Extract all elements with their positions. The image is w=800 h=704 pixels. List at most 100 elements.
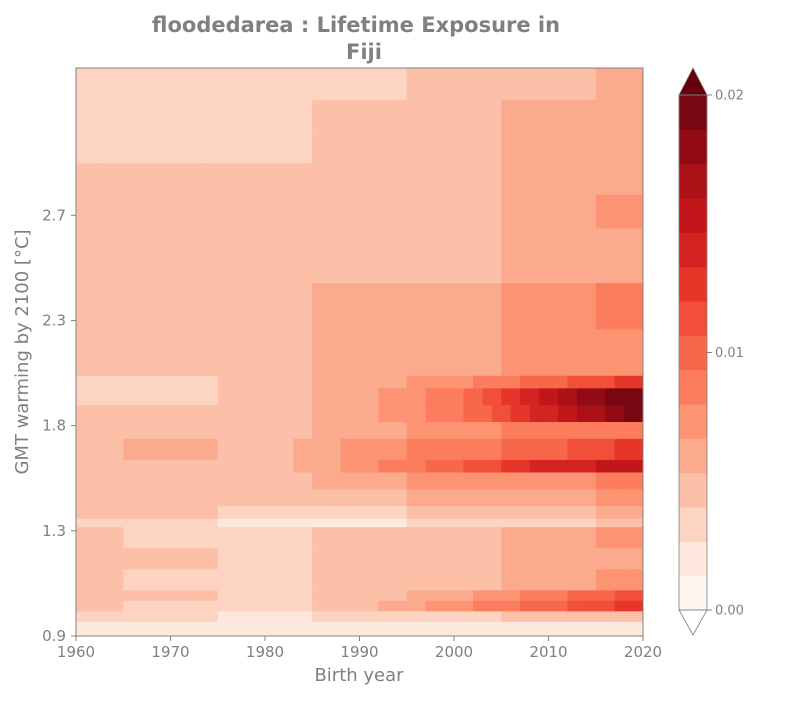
contour-cell <box>454 131 465 164</box>
contour-cell <box>624 621 635 636</box>
contour-cell <box>576 488 588 507</box>
contour-cell <box>142 68 153 101</box>
contour-cell <box>179 526 191 549</box>
contour-cell <box>321 488 332 507</box>
contour-cell <box>605 518 616 528</box>
contour-cell <box>142 375 153 389</box>
contour-cell <box>624 505 635 519</box>
contour-cell <box>85 194 96 229</box>
contour-cell <box>539 99 550 132</box>
contour-cell <box>595 68 606 101</box>
contour-cell <box>161 505 172 519</box>
contour-cell <box>227 303 238 330</box>
contour-cell <box>378 421 389 439</box>
contour-cell <box>567 421 578 439</box>
contour-cell <box>189 488 200 507</box>
contour-cell <box>198 547 210 570</box>
contour-cell <box>340 303 351 330</box>
contour-cell <box>85 99 96 132</box>
contour-cell <box>104 68 115 101</box>
contour-cell <box>633 610 643 622</box>
contour-cell <box>567 68 578 101</box>
contour-cell <box>539 421 550 439</box>
contour-cell <box>633 621 643 636</box>
contour-cell <box>161 547 172 570</box>
contour-cell <box>123 328 134 351</box>
contour-cell <box>614 131 625 164</box>
contour-cell <box>113 131 125 164</box>
contour-cell <box>161 526 172 549</box>
contour-cell <box>472 518 484 528</box>
contour-cell <box>557 518 569 528</box>
contour-cell <box>463 282 474 305</box>
contour-cell <box>208 505 219 519</box>
contour-cell <box>236 505 247 519</box>
contour-cell <box>482 589 493 601</box>
contour-cell <box>529 282 540 305</box>
contour-cell <box>406 505 417 519</box>
contour-cell <box>170 459 181 473</box>
contour-cell <box>491 589 503 601</box>
contour-cell <box>416 227 427 258</box>
contour-cell <box>265 459 276 473</box>
contour-cell <box>595 282 606 305</box>
x-tick-label: 2020 <box>624 643 662 661</box>
contour-cell <box>576 518 588 528</box>
contour-cell <box>520 227 531 258</box>
contour-cell <box>406 526 417 549</box>
contour-cell <box>567 162 578 195</box>
contour-cell <box>387 282 399 305</box>
contour-cell <box>387 387 399 406</box>
contour-cell <box>113 589 125 601</box>
contour-cell <box>132 131 143 164</box>
contour-cell <box>482 438 493 460</box>
contour-cell <box>274 282 285 305</box>
contour-cell <box>576 589 588 601</box>
contour-cell <box>132 282 143 305</box>
contour-cell <box>179 505 191 519</box>
contour-cell <box>94 194 106 229</box>
contour-cell <box>274 547 285 570</box>
contour-cell <box>189 282 200 305</box>
contour-cell <box>454 328 465 351</box>
contour-cell <box>255 162 266 195</box>
contour-cell <box>454 421 465 439</box>
contour-cell <box>520 518 531 528</box>
contour-cell <box>557 600 569 612</box>
contour-cell <box>274 404 285 423</box>
contour-cell <box>350 488 361 507</box>
contour-cell <box>576 421 588 439</box>
contour-cell <box>246 568 257 591</box>
contour-cell <box>576 621 588 636</box>
contour-cell <box>406 257 417 284</box>
contour-cell <box>274 227 285 258</box>
contour-cell <box>142 505 153 519</box>
contour-cell <box>444 99 455 132</box>
contour-band <box>76 375 643 389</box>
contour-cell <box>586 610 597 622</box>
contour-cell <box>633 131 643 164</box>
contour-cell <box>586 421 597 439</box>
contour-cell <box>312 349 323 376</box>
contour-cell <box>198 471 210 490</box>
contour-cell <box>161 387 172 406</box>
contour-cell <box>170 99 181 132</box>
contour-cell <box>123 568 134 591</box>
contour-cell <box>454 375 465 389</box>
contour-cell <box>350 68 361 101</box>
contour-cell <box>539 375 550 389</box>
contour-cell <box>113 488 125 507</box>
contour-cell <box>501 349 512 376</box>
contour-cell <box>274 610 285 622</box>
contour-cell <box>151 471 162 490</box>
contour-cell <box>406 518 417 528</box>
x-tick-label: 2010 <box>529 643 567 661</box>
contour-cell <box>255 621 266 636</box>
contour-cell <box>435 194 446 229</box>
colorbar-segment <box>679 369 707 405</box>
contour-cell <box>76 194 87 229</box>
contour-cell <box>246 621 257 636</box>
contour-cell <box>510 194 521 229</box>
contour-cell <box>151 505 162 519</box>
contour-cell <box>142 589 153 601</box>
